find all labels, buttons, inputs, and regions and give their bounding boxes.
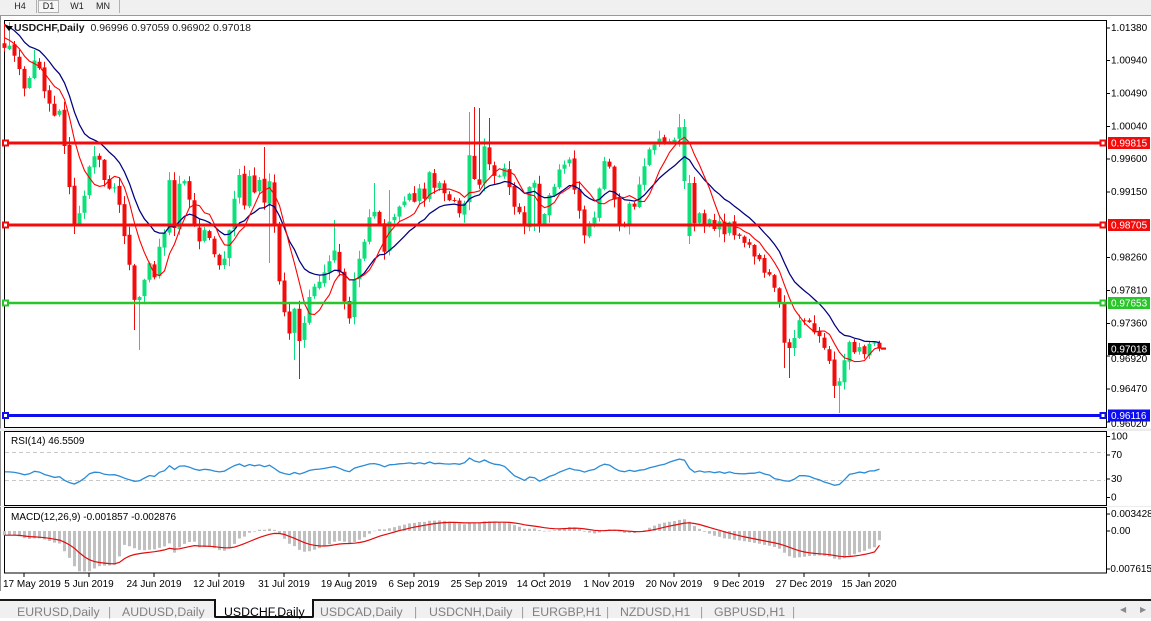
svg-text:5 Jun 2019: 5 Jun 2019 <box>64 579 114 590</box>
svg-text:MACD(12,26,9) -0.001857 -0.002: MACD(12,26,9) -0.001857 -0.002876 <box>11 512 177 523</box>
svg-text:0.96020: 0.96020 <box>1111 419 1148 430</box>
svg-text:70: 70 <box>1111 450 1123 461</box>
svg-text:9 Dec 2019: 9 Dec 2019 <box>713 579 765 590</box>
svg-text:0.97810: 0.97810 <box>1111 286 1148 297</box>
svg-text:24 Jun 2019: 24 Jun 2019 <box>126 579 181 590</box>
svg-text:17 May 2019: 17 May 2019 <box>3 579 61 590</box>
svg-text:1.00040: 1.00040 <box>1111 122 1148 133</box>
svg-text:0.97018: 0.97018 <box>1111 345 1148 356</box>
svg-text:1 Nov 2019: 1 Nov 2019 <box>583 579 635 590</box>
svg-text:27 Dec 2019: 27 Dec 2019 <box>776 579 833 590</box>
svg-text:1.00490: 1.00490 <box>1111 88 1148 99</box>
svg-text:0.00: 0.00 <box>1111 526 1131 537</box>
svg-text:100: 100 <box>1111 432 1128 443</box>
svg-text:30: 30 <box>1111 474 1123 485</box>
svg-text:19 Aug 2019: 19 Aug 2019 <box>321 579 378 590</box>
svg-text:14 Oct 2019: 14 Oct 2019 <box>517 579 572 590</box>
svg-text:25 Sep 2019: 25 Sep 2019 <box>451 579 508 590</box>
svg-text:0.99815: 0.99815 <box>1111 139 1148 150</box>
svg-text:12 Jul 2019: 12 Jul 2019 <box>193 579 245 590</box>
svg-text:1.01380: 1.01380 <box>1111 23 1148 34</box>
svg-text:0.96470: 0.96470 <box>1111 384 1148 395</box>
svg-text:1.00940: 1.00940 <box>1111 55 1148 66</box>
svg-text:-0.007615: -0.007615 <box>1107 564 1151 575</box>
svg-text:15 Jan 2020: 15 Jan 2020 <box>841 579 896 590</box>
svg-text:20 Nov 2019: 20 Nov 2019 <box>646 579 703 590</box>
svg-text:31 Jul 2019: 31 Jul 2019 <box>258 579 310 590</box>
svg-text:6 Sep 2019: 6 Sep 2019 <box>388 579 440 590</box>
svg-text:0.98705: 0.98705 <box>1111 221 1148 232</box>
svg-text:0: 0 <box>1111 493 1117 504</box>
svg-text:RSI(14) 46.5509: RSI(14) 46.5509 <box>11 436 85 447</box>
svg-text:0.99600: 0.99600 <box>1111 154 1148 165</box>
svg-text:0.003428: 0.003428 <box>1111 509 1151 520</box>
svg-text:0.98260: 0.98260 <box>1111 252 1148 263</box>
svg-text:0.96920: 0.96920 <box>1111 354 1148 365</box>
svg-text:0.97653: 0.97653 <box>1111 299 1148 310</box>
svg-text:0.99150: 0.99150 <box>1111 187 1148 198</box>
svg-text:0.97360: 0.97360 <box>1111 319 1148 330</box>
svg-text:0.96116: 0.96116 <box>1111 411 1147 422</box>
